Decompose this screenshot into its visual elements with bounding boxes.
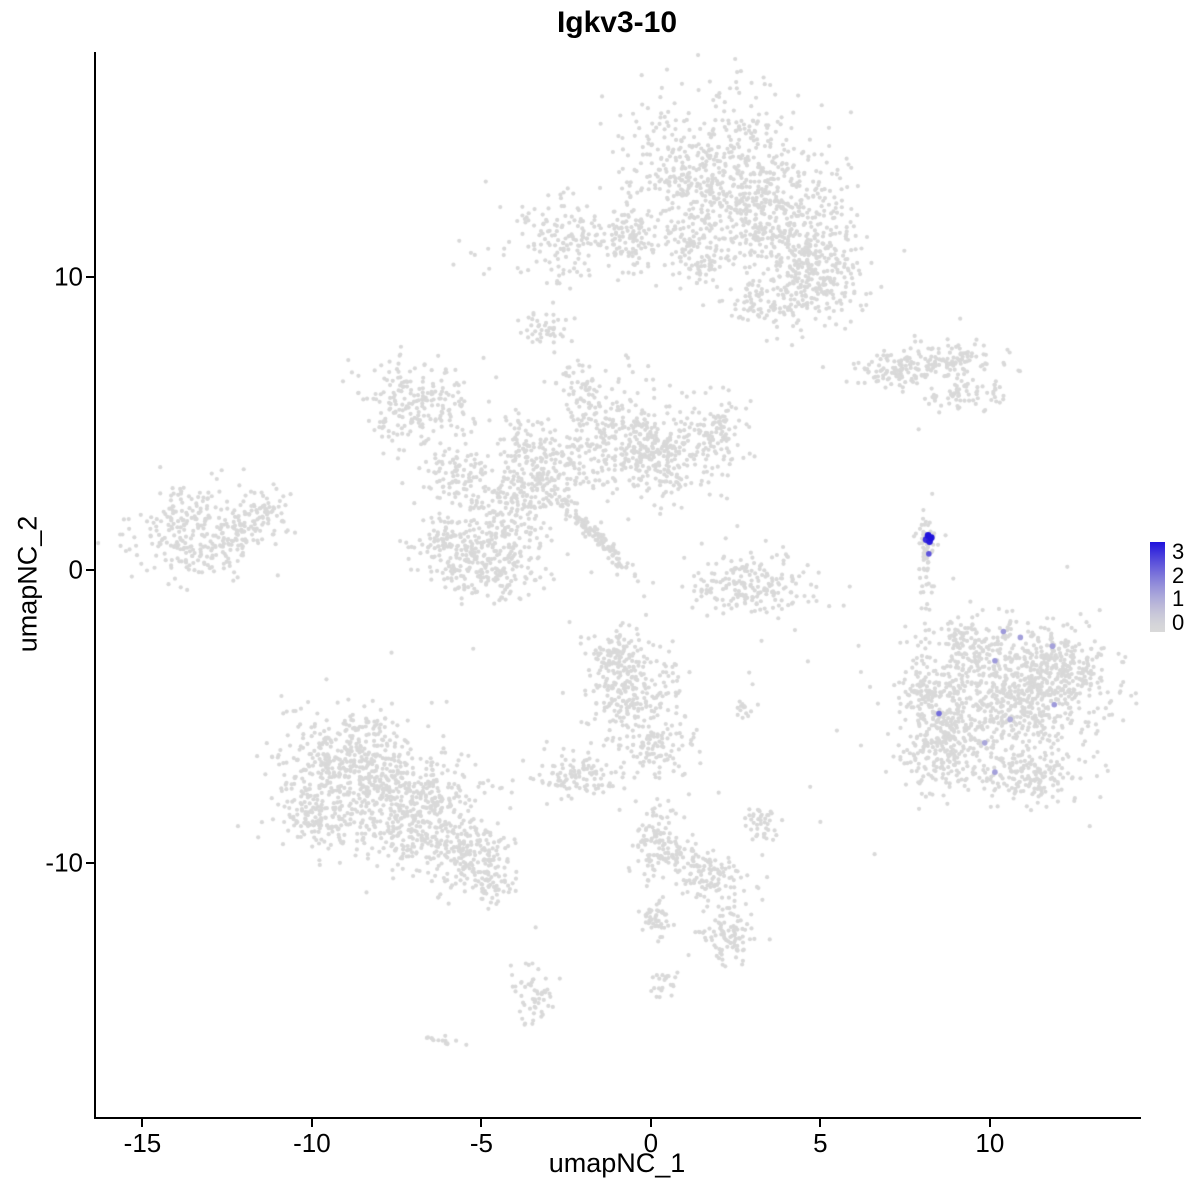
- x-tick-mark: [310, 1118, 313, 1127]
- x-axis-label: umapNC_1: [548, 1148, 686, 1178]
- legend-tick-label: 0: [1172, 609, 1185, 635]
- y-axis-label: umapNC_2: [12, 515, 43, 653]
- x-tick-mark: [141, 1118, 144, 1127]
- x-tick-mark: [819, 1118, 822, 1127]
- legend-tick-label: 3: [1172, 539, 1185, 564]
- y-tick-label: -10: [45, 847, 83, 878]
- x-tick-mark: [649, 1118, 652, 1127]
- x-axis-line: [94, 1117, 1141, 1119]
- x-tick-label: 10: [975, 1128, 1005, 1158]
- x-tick-label: -15: [123, 1128, 162, 1158]
- y-axis-line: [94, 52, 96, 1119]
- y-tick-mark: [86, 276, 95, 278]
- x-tick-label: -5: [469, 1128, 493, 1158]
- y-tick-mark: [86, 861, 95, 864]
- x-tick-mark: [988, 1118, 991, 1127]
- y-tick-mark: [86, 568, 95, 571]
- legend-gradient-bar: [1150, 542, 1165, 632]
- y-tick-label: 10: [54, 261, 83, 292]
- legend-tick-label: 2: [1172, 562, 1185, 588]
- x-tick-label: -10: [293, 1128, 331, 1158]
- x-tick-label: 0: [643, 1128, 659, 1158]
- legend-tick-label: 1: [1172, 586, 1185, 611]
- x-tick-label: 5: [813, 1128, 828, 1158]
- y-tick-label: 0: [68, 554, 83, 585]
- x-tick-mark: [480, 1118, 483, 1127]
